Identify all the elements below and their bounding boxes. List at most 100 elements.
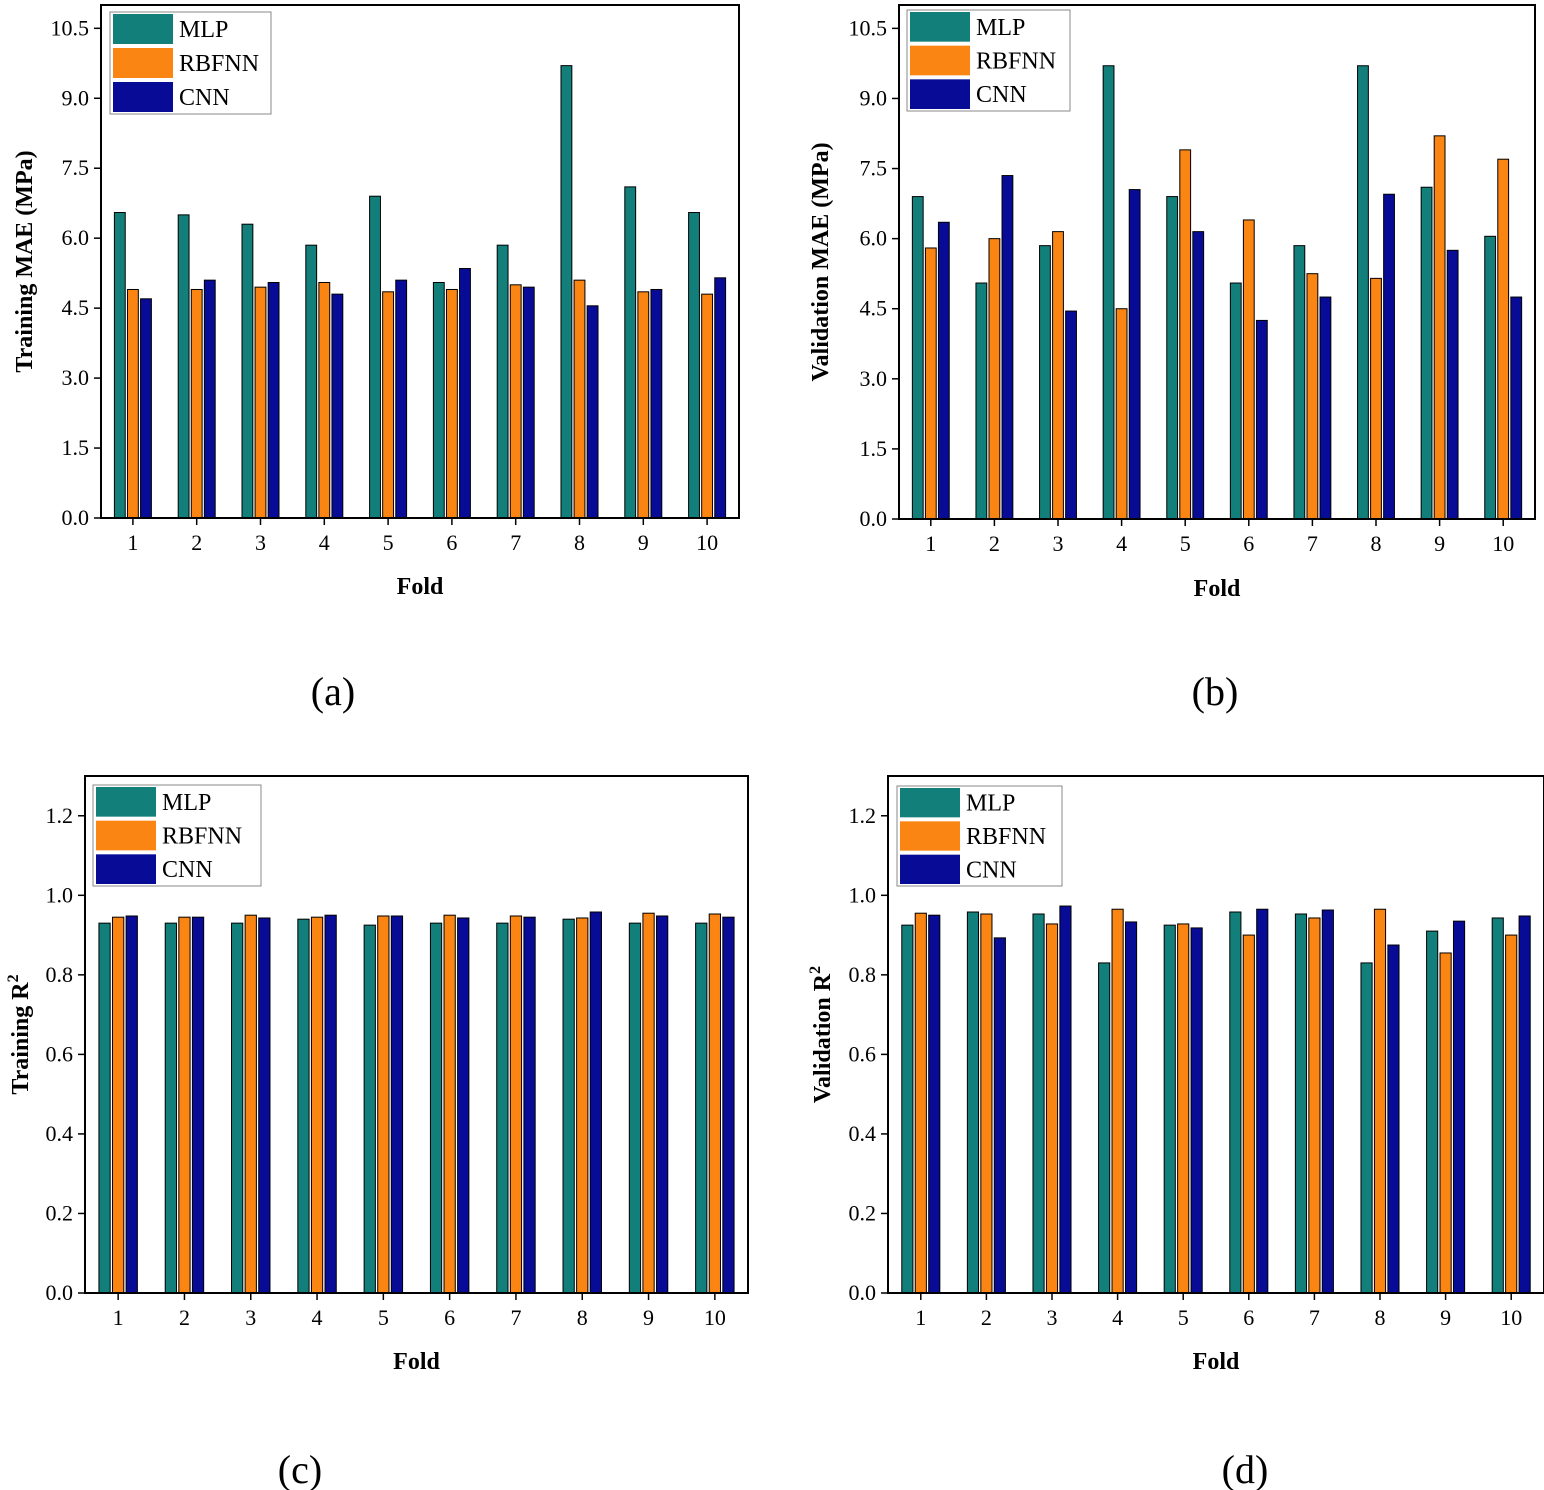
- bar-cnn-fold-10: [714, 277, 727, 519]
- bar-rbfnn-fold-1: [112, 916, 125, 1294]
- bar-rbfnn-fold-2: [178, 916, 191, 1294]
- x-tick-label: 9: [1440, 1305, 1451, 1330]
- bar-rbfnn-fold-9: [637, 291, 650, 519]
- bar-mlp-fold-10: [1491, 917, 1504, 1294]
- bar-cnn-fold-5: [1190, 927, 1203, 1294]
- bar-rbfnn-fold-4: [310, 916, 324, 1294]
- x-tick-label: 10: [1500, 1305, 1522, 1330]
- bar-rbfnn-fold-5: [377, 915, 390, 1294]
- bar-mlp-fold-5: [1163, 924, 1176, 1294]
- y-tick-label: 4.5: [860, 296, 888, 321]
- bar-cnn-fold-9: [1446, 249, 1459, 520]
- x-tick-label: 1: [113, 1305, 124, 1330]
- y-tick-label: 0.0: [860, 506, 888, 531]
- legend-swatch-mlp: [910, 12, 970, 42]
- bar-cnn-fold-10: [722, 916, 735, 1294]
- y-axis-label-text: Validation R: [810, 973, 836, 1103]
- legend-label-rbfnn: RBFNN: [179, 51, 259, 77]
- y-tick-label: 0.8: [849, 962, 877, 987]
- panel-caption: (d): [1222, 1447, 1269, 1490]
- bar-rbfnn-fold-7: [509, 915, 523, 1294]
- bar-mlp-fold-10: [1484, 235, 1497, 520]
- bar-mlp-fold-1: [98, 922, 111, 1294]
- y-tick-label: 0.2: [849, 1200, 877, 1225]
- bar-cnn-fold-8: [1383, 193, 1395, 520]
- bar-rbfnn-fold-4: [1115, 308, 1128, 520]
- y-tick-label: 9.0: [860, 85, 888, 110]
- bar-mlp-fold-1: [901, 924, 914, 1294]
- bar-rbfnn-fold-7: [509, 284, 522, 519]
- bar-mlp-fold-10: [695, 922, 708, 1294]
- x-tick-label: 6: [444, 1305, 455, 1330]
- x-tick-label: 5: [1178, 1305, 1189, 1330]
- y-tick-label: 1.5: [62, 435, 90, 460]
- bar-rbfnn-fold-7: [1308, 917, 1321, 1294]
- x-tick-label: 4: [319, 530, 330, 555]
- bar-rbfnn-fold-9: [1433, 135, 1446, 520]
- y-tick-label: 3.0: [62, 365, 90, 390]
- bar-rbfnn-fold-1: [914, 912, 927, 1294]
- y-tick-label: 1.2: [849, 803, 877, 828]
- y-axis-label: Training R2: [5, 974, 34, 1094]
- legend-label-mlp: MLP: [966, 791, 1015, 817]
- y-tick-label: 0.0: [849, 1280, 877, 1305]
- legend: MLP RBFNN CNN: [906, 9, 1071, 112]
- bar-rbfnn-fold-8: [573, 279, 586, 519]
- bar-mlp-fold-6: [429, 922, 443, 1294]
- x-tick-label: 3: [255, 530, 266, 555]
- bar-cnn-fold-2: [993, 937, 1006, 1294]
- x-tick-label: 1: [915, 1305, 926, 1330]
- bar-mlp-fold-2: [177, 214, 190, 519]
- bar-mlp-fold-9: [1426, 930, 1439, 1294]
- bar-rbfnn-fold-8: [576, 917, 589, 1294]
- bar-cnn-fold-1: [125, 915, 138, 1294]
- bar-rbfnn-fold-6: [1242, 219, 1255, 520]
- chart-panel-3: 0.0 0.2 0.4 0.6 0.8 1.0 1.2 1 2 3 4 5 6 7 8 9 10 MLP RBFNN…: [5, 775, 749, 1490]
- bar-mlp-fold-3: [231, 922, 244, 1294]
- bar-rbfnn-fold-3: [254, 286, 267, 519]
- x-axis-label: Fold: [1193, 1349, 1240, 1375]
- x-tick-label: 8: [1371, 531, 1382, 556]
- bar-mlp-fold-3: [1032, 913, 1045, 1294]
- x-tick-label: 7: [1307, 531, 1318, 556]
- x-tick-label: 4: [312, 1305, 323, 1330]
- legend-label-cnn: CNN: [179, 85, 230, 111]
- bar-rbfnn-fold-3: [1052, 231, 1064, 520]
- bar-cnn-fold-8: [589, 911, 602, 1294]
- legend-swatch-cnn: [910, 79, 970, 109]
- bar-rbfnn-fold-9: [1439, 952, 1452, 1294]
- bar-rbfnn-fold-1: [924, 247, 937, 520]
- y-axis-label: Validation R2: [807, 966, 836, 1103]
- bar-mlp-fold-4: [1102, 65, 1115, 520]
- y-tick-label: 7.5: [860, 156, 888, 181]
- plot-frame: [100, 4, 740, 519]
- bar-rbfnn-fold-2: [190, 288, 203, 519]
- x-tick-label: 9: [1434, 531, 1445, 556]
- x-tick-label: 8: [1375, 1305, 1386, 1330]
- y-tick-label: 0.6: [849, 1041, 877, 1066]
- y-tick-label: 7.5: [62, 155, 90, 180]
- legend-swatch-rbfnn: [113, 48, 173, 78]
- plot-frame: [898, 4, 1536, 520]
- bar-mlp-fold-5: [1166, 196, 1179, 520]
- chart-panel-1: 0.0 1.5 3.0 4.5 6.0 7.5 9.0 10.5 1 2 3 4 5 6 7 8 9 10 MLP R…: [12, 4, 740, 714]
- x-tick-label: 7: [1309, 1305, 1320, 1330]
- bar-cnn-fold-7: [522, 286, 535, 519]
- x-tick-label: 5: [383, 530, 394, 555]
- bar-mlp-fold-5: [369, 195, 381, 519]
- panel-caption: (b): [1192, 669, 1239, 714]
- bar-cnn-fold-8: [1387, 944, 1400, 1294]
- bar-cnn-fold-9: [656, 915, 669, 1294]
- bar-mlp-fold-7: [496, 922, 509, 1294]
- x-tick-label: 6: [1243, 531, 1254, 556]
- legend-swatch-cnn: [900, 854, 960, 884]
- y-axis-label-text: Validation MAE (MPa): [808, 142, 834, 381]
- legend-swatch-mlp: [96, 787, 156, 817]
- x-tick-label: 5: [1180, 531, 1191, 556]
- y-tick-label: 6.0: [860, 226, 888, 251]
- legend: MLP RBFNN CNN: [896, 785, 1063, 887]
- legend-swatch-rbfnn: [900, 821, 960, 851]
- legend-label-mlp: MLP: [162, 790, 211, 816]
- x-tick-label: 10: [704, 1305, 726, 1330]
- y-tick-label: 10.5: [51, 15, 90, 40]
